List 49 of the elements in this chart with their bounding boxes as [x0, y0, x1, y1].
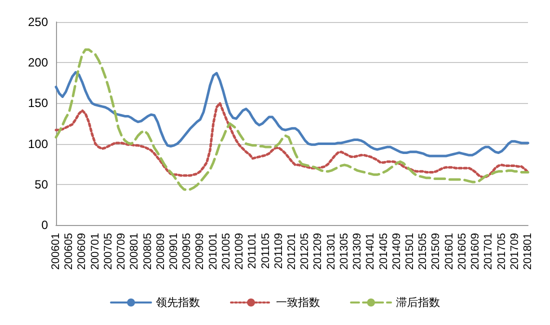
- x-tick-label: 200805: [142, 233, 154, 270]
- x-tick-label: 201101: [246, 233, 259, 269]
- x-tick-label: 201701: [482, 233, 495, 270]
- x-tick-label: 201401: [364, 233, 377, 270]
- x-tick-label: 201605: [456, 233, 468, 270]
- x-tick-label: 200609: [76, 233, 88, 270]
- y-tick-label: 200: [28, 56, 48, 70]
- x-tick-label: 200705: [102, 233, 114, 270]
- x-tick-label: 201209: [312, 233, 324, 270]
- x-tick-label: 201305: [338, 233, 350, 270]
- legend-label: 一致指数: [276, 296, 320, 309]
- x-tick-label: 201309: [352, 233, 364, 270]
- y-tick-label: 0: [41, 218, 48, 232]
- x-tick-label: 201001: [207, 233, 220, 270]
- line-series: [54, 102, 530, 178]
- x-tick-label: 201205: [299, 233, 312, 270]
- x-tick-label: 201801: [522, 233, 534, 270]
- x-tick-label: 200709: [116, 233, 128, 270]
- x-tick-label: 200909: [194, 233, 206, 270]
- line-series: [54, 48, 530, 192]
- x-tick-label: 201009: [234, 233, 246, 270]
- x-tick-label: 201409: [390, 233, 403, 270]
- x-tick-label: 201505: [417, 233, 430, 270]
- x-tick-label: 201201: [286, 233, 298, 270]
- x-tick-label: 200601: [50, 233, 62, 270]
- legend-label: 领先指数: [156, 296, 200, 309]
- x-tick-label: 201105: [260, 233, 272, 269]
- line-series: [54, 71, 530, 158]
- x-tick-label: 201501: [404, 233, 416, 270]
- x-tick-label: 201509: [430, 233, 442, 270]
- x-tick-label: 201405: [378, 233, 390, 270]
- x-tick-label: 201705: [496, 233, 508, 270]
- x-tick-label: 200809: [154, 233, 167, 270]
- x-tick-label: 200605: [63, 233, 76, 270]
- x-tick-label: 201005: [220, 233, 232, 270]
- y-tick-label: 100: [28, 136, 48, 151]
- x-tick-label: 200701: [89, 233, 102, 270]
- x-tick-label: 201109: [272, 233, 285, 269]
- x-tick-label: 200905: [181, 233, 194, 270]
- x-tick-label: 201709: [508, 233, 521, 270]
- x-tick-label: 200901: [168, 233, 180, 270]
- y-tick-label: 50: [34, 177, 48, 192]
- x-tick-label: 201601: [443, 233, 456, 270]
- y-tick-label: 250: [28, 15, 48, 29]
- x-tick-label: 201609: [470, 233, 482, 270]
- x-tick-label: 201301: [325, 233, 338, 270]
- legend-label: 滞后指数: [396, 296, 440, 309]
- x-tick-label: 200801: [128, 233, 141, 270]
- y-tick-label: 150: [28, 96, 48, 110]
